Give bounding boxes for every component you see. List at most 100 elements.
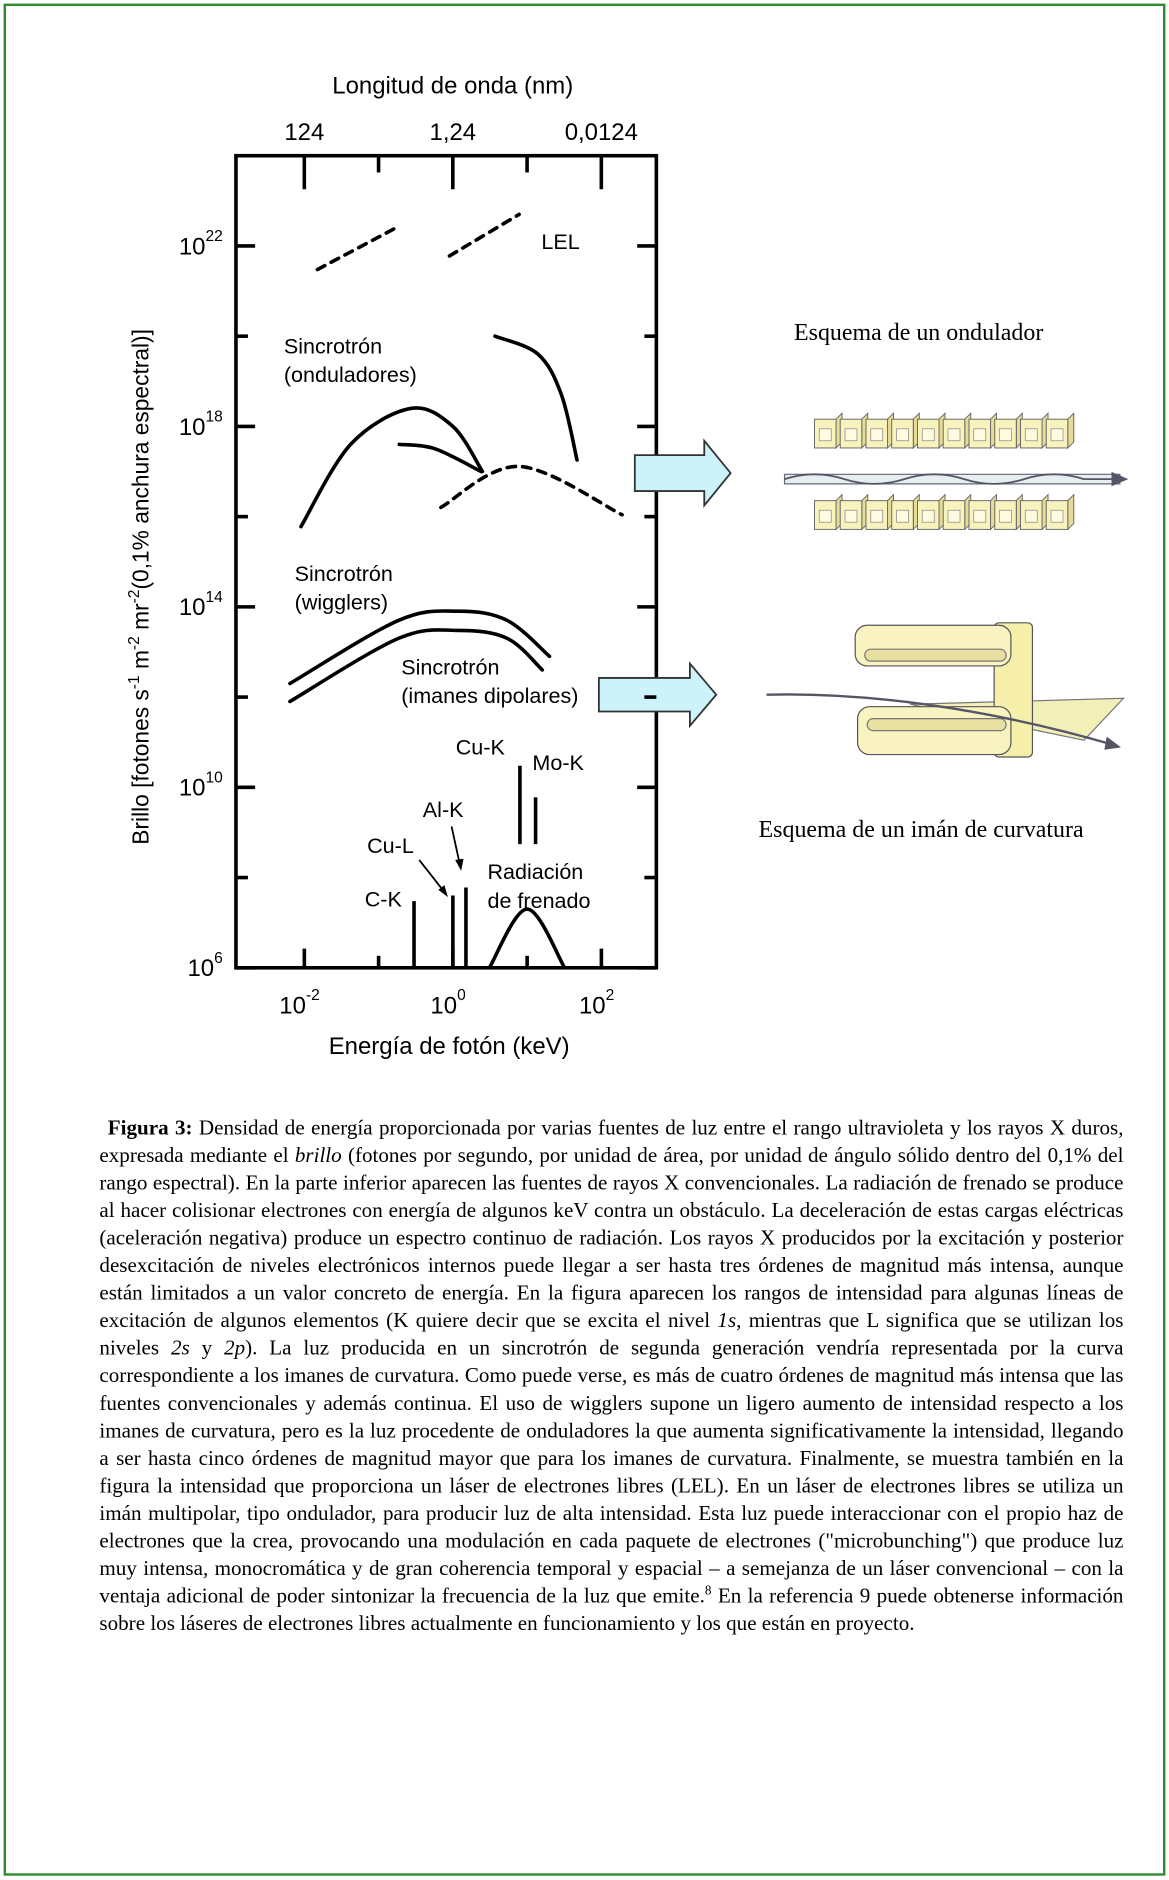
caption-text: 2s [171, 1335, 190, 1359]
annotation: Sincrotrón [284, 333, 382, 358]
caption-text: (fotones por segundo, por unidad de área… [99, 1143, 1123, 1332]
label-text: (0,1% anchura espectral)] [128, 329, 154, 590]
label-superscript: -2 [126, 636, 143, 650]
magnet-face [922, 510, 934, 522]
annotation: (wigglers) [295, 590, 388, 615]
annotation: (onduladores) [284, 362, 417, 387]
caption-text: Figura 3: [108, 1115, 193, 1139]
caption-text: 1s [717, 1308, 736, 1332]
emission-label: Al-K [423, 797, 464, 822]
magnet-face [922, 429, 934, 441]
magnet-face [1000, 429, 1012, 441]
tick-exponent: 14 [205, 589, 223, 606]
tick-base: 10 [579, 992, 606, 1019]
tick-exponent: 10 [205, 770, 223, 787]
annotation: Sincrotrón [295, 561, 393, 586]
y-tick-label: 1010 [179, 770, 223, 802]
magnet-face [974, 510, 986, 522]
tick-base: 10 [430, 992, 457, 1019]
curve [495, 336, 577, 460]
tick-exponent: 0 [457, 987, 466, 1004]
magnet-coil [867, 719, 1006, 731]
magnet-face [1000, 510, 1012, 522]
magnet-face [845, 429, 857, 441]
magnet-face [871, 510, 883, 522]
annotation: LEL [541, 229, 579, 254]
annotation: (imanes dipolares) [401, 683, 578, 708]
magnet-face [1025, 429, 1037, 441]
label-text: Brillo [fotones s [128, 689, 154, 845]
magnet-face [897, 429, 909, 441]
tick-exponent: 18 [205, 409, 222, 426]
magnet-face [1051, 510, 1063, 522]
label-superscript: -1 [126, 675, 143, 689]
label-arrow [452, 826, 460, 864]
magnet-face [897, 510, 909, 522]
magnet-face [1051, 429, 1063, 441]
pointer-arrow [635, 441, 731, 506]
tick-exponent: 22 [205, 228, 222, 245]
tick-base: 10 [179, 233, 206, 260]
caption-text: brillo [295, 1143, 342, 1167]
label-superscript: -2 [126, 590, 143, 604]
figure: Longitud de onda (nm) Energía de fotón (… [0, 0, 1169, 1090]
bending-magnet-drawing [767, 623, 1124, 757]
magnet-face [948, 510, 960, 522]
schematic-label: Esquema de un ondulador [794, 320, 1043, 346]
caption-text: ). La luz producida en un sincrotrón de … [99, 1335, 1123, 1607]
y-tick-label: 1022 [179, 228, 223, 260]
x2-tick-label: 0,0124 [565, 119, 638, 146]
emission-label: C-K [365, 887, 403, 912]
x2-tick-label: 124 [284, 119, 324, 146]
page: Longitud de onda (nm) Energía de fotón (… [0, 0, 1169, 1879]
x-tick-label: 100 [430, 987, 466, 1019]
tick-base: 10 [179, 594, 206, 621]
arrow-head [455, 859, 463, 871]
emission-label: Cu-K [456, 735, 506, 760]
annotation: Radiación [487, 859, 583, 884]
caption-text: y [190, 1335, 224, 1359]
tick-exponent: 2 [606, 987, 615, 1004]
tick-base: 10 [187, 955, 214, 982]
emission-label: Cu-L [367, 833, 414, 858]
y-axis-label: Brillo [fotones s-1 m-2 mr-2(0,1% anchur… [126, 329, 154, 845]
x-tick-label: 102 [579, 987, 614, 1019]
magnet-face [974, 429, 986, 441]
magnet-block-side [1068, 413, 1074, 448]
tick-base: 10 [279, 992, 306, 1019]
label-text: mr [128, 603, 154, 636]
x-axis-label: Energía de fotón (keV) [329, 1033, 570, 1060]
tick-base: 10 [179, 414, 206, 441]
y-tick-label: 106 [187, 950, 222, 982]
tick-exponent: -2 [306, 987, 320, 1004]
undulator-drawing [785, 413, 1129, 529]
curve [449, 214, 519, 256]
magnet-face [819, 429, 831, 441]
magnet-coil [865, 649, 1006, 661]
schematic-label: Esquema de un imán de curvatura [759, 817, 1084, 843]
magnet-face [819, 510, 831, 522]
caption-text: 2p [224, 1335, 245, 1359]
magnet-face [948, 429, 960, 441]
y-tick-label: 1014 [179, 589, 223, 621]
magnet-face [871, 429, 883, 441]
magnet-face [1025, 510, 1037, 522]
page-body: Longitud de onda (nm) Energía de fotón (… [0, 0, 1169, 1880]
magnet-block-side [1068, 495, 1074, 530]
annotation: Sincrotrón [401, 654, 499, 679]
magnet-face [845, 510, 857, 522]
figure-caption: Figura 3: Densidad de energía proporcion… [99, 1114, 1123, 1637]
label-text: m [128, 650, 154, 675]
annotation: de frenado [487, 888, 590, 913]
y-tick-label: 1018 [179, 409, 223, 441]
x-tick-label: 10-2 [279, 987, 319, 1019]
tick-base: 10 [179, 775, 206, 802]
curve [301, 408, 482, 527]
x2-tick-label: 1,24 [430, 119, 477, 146]
curve [317, 228, 395, 270]
tick-exponent: 6 [214, 950, 223, 967]
beam-arrow [1104, 737, 1121, 750]
emission-label: Mo-K [532, 750, 584, 775]
curve [441, 466, 622, 514]
x2-axis-label: Longitud de onda (nm) [332, 72, 573, 99]
